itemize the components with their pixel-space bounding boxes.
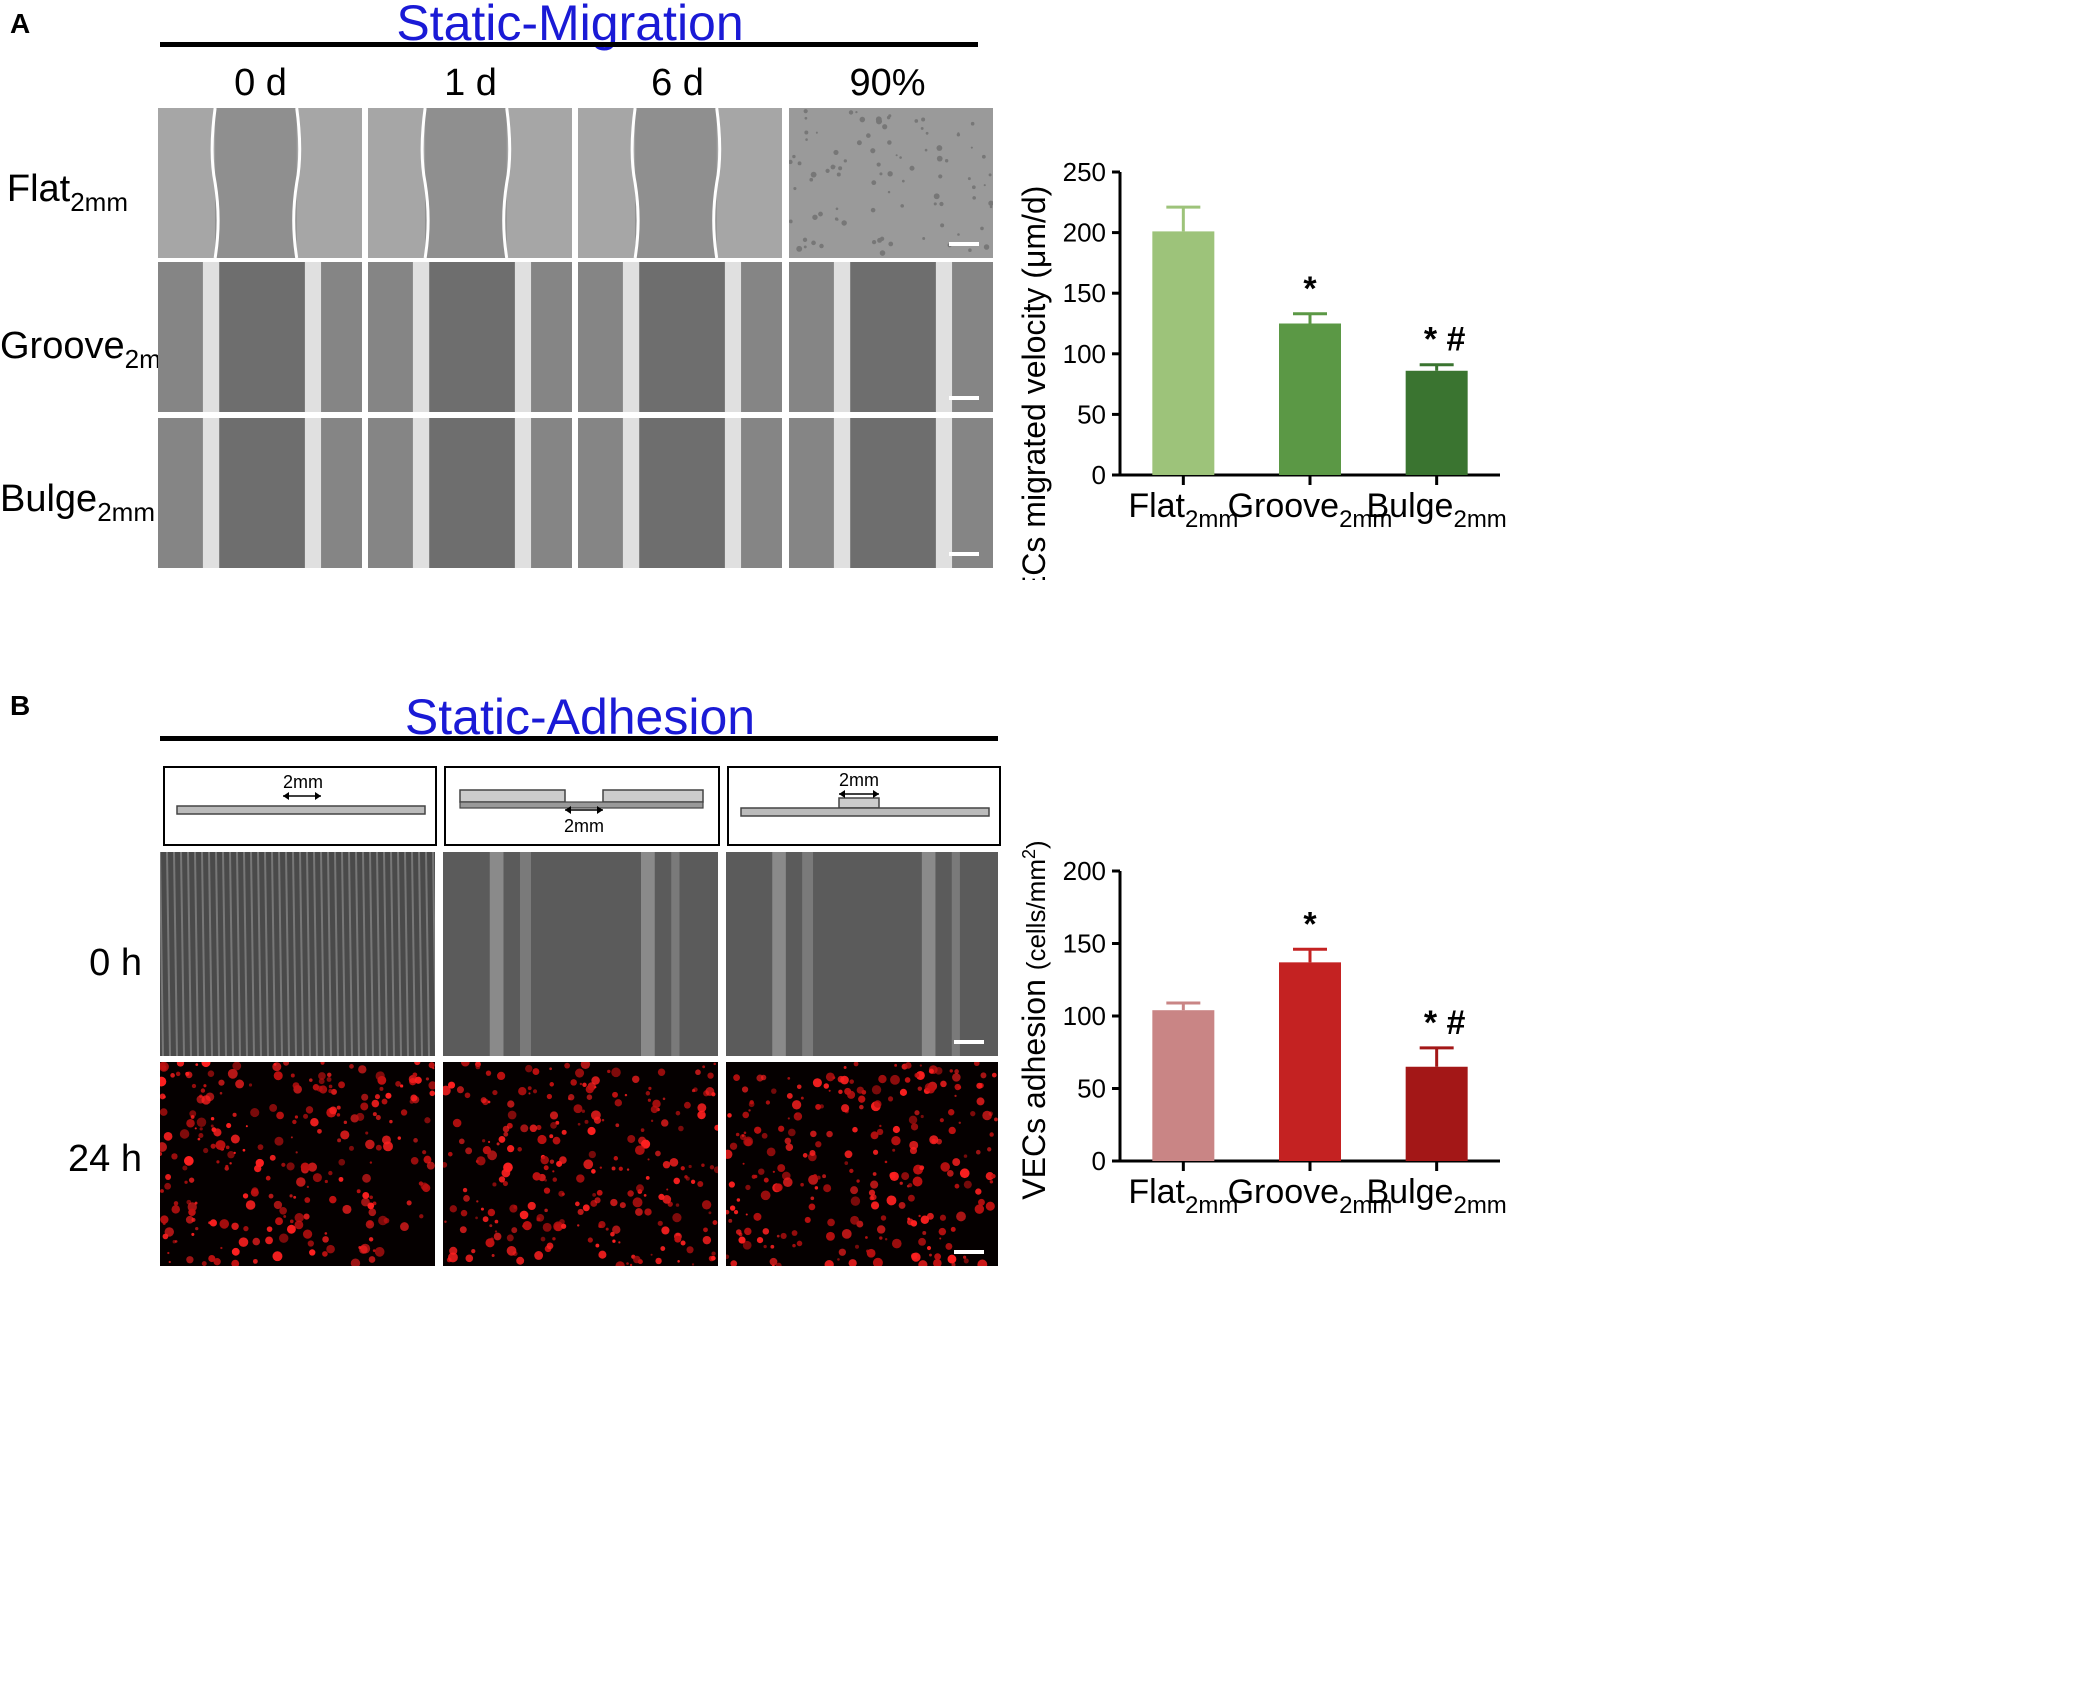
- schematic-bulge-label: 2mm: [839, 770, 879, 790]
- y-tick-label: 50: [1077, 1074, 1106, 1104]
- schematic-groove: 2mm: [444, 766, 720, 846]
- micrograph-bulge-0d: [158, 418, 362, 568]
- bar: [1405, 370, 1468, 475]
- micrograph-flat-0d: [158, 108, 362, 258]
- y-tick-label: 100: [1063, 1001, 1106, 1031]
- y-tick-label: 100: [1063, 339, 1106, 369]
- y-tick-label: 150: [1063, 278, 1106, 308]
- y-tick-label: 50: [1077, 399, 1106, 429]
- y-tick-label: 200: [1063, 218, 1106, 248]
- y-tick-label: 150: [1063, 929, 1106, 959]
- row-label-flat: Flat2mm: [6, 168, 128, 217]
- micrograph-bulge-1d: [368, 418, 572, 568]
- y-tick-label: 200: [1063, 856, 1106, 886]
- micrograph-flat-90pct: [789, 108, 993, 258]
- y-tick-label: 0: [1092, 460, 1106, 490]
- y-tick-label: 250: [1063, 157, 1106, 187]
- x-tick-label: Flat2mm: [1128, 487, 1238, 533]
- col-label-6d: 6 d: [651, 62, 704, 104]
- significance-annotation: * #: [1424, 321, 1466, 359]
- x-tick-label: Flat2mm: [1128, 1173, 1238, 1219]
- col-label-0d: 0 d: [234, 62, 287, 104]
- panel-b-title: Static-Adhesion: [404, 689, 756, 745]
- schematic-flat: 2mm: [163, 766, 437, 846]
- micrograph-0h-flat: [160, 852, 435, 1056]
- micrograph-groove-0d: [158, 262, 362, 412]
- x-tick-label: Groove2mm: [1228, 487, 1393, 533]
- significance-annotation: *: [1303, 905, 1317, 943]
- x-tick-label: Bulge2mm: [1367, 1173, 1507, 1219]
- panel-b-rule: [160, 736, 998, 741]
- row-label-0h: 0 h: [89, 942, 142, 984]
- bar: [1279, 962, 1341, 1161]
- y-axis-label: VECs migrated velocity (μm/d): [1016, 186, 1052, 580]
- micrograph-bulge-6d: [578, 418, 782, 568]
- schematic-bulge: 2mm: [727, 766, 1001, 846]
- micrograph-24h-bulge: [726, 1062, 998, 1266]
- bar: [1152, 1010, 1215, 1161]
- bar: [1405, 1066, 1468, 1161]
- col-label-1d: 1 d: [444, 62, 497, 104]
- row-label-24h: 24 h: [68, 1138, 142, 1180]
- micrograph-groove-1d: [368, 262, 572, 412]
- panel-a-rule: [160, 42, 978, 47]
- micrograph-0h-bulge: [726, 852, 998, 1056]
- micrograph-bulge-90pct: [789, 418, 993, 568]
- micrograph-groove-90pct: [789, 262, 993, 412]
- schematic-flat-label: 2mm: [283, 772, 323, 792]
- bar: [1152, 231, 1215, 475]
- micrograph-flat-6d: [578, 108, 782, 258]
- y-axis-label: VECs adhesion (cells/mm2): [1016, 840, 1052, 1199]
- micrograph-24h-flat: [160, 1062, 435, 1266]
- row-label-groove: Groove2mm: [0, 325, 183, 374]
- row-label-bulge: Bulge2mm: [0, 478, 155, 527]
- significance-annotation: * #: [1424, 1004, 1466, 1042]
- micrograph-groove-6d: [578, 262, 782, 412]
- bar: [1279, 323, 1341, 475]
- micrograph-flat-1d: [368, 108, 572, 258]
- significance-annotation: *: [1303, 270, 1317, 308]
- panel-a-letter: A: [10, 8, 31, 39]
- x-tick-label: Groove2mm: [1228, 1173, 1393, 1219]
- schematic-groove-label: 2mm: [564, 816, 604, 836]
- panel-b-letter: B: [10, 690, 31, 721]
- y-tick-label: 0: [1092, 1146, 1106, 1176]
- x-tick-label: Bulge2mm: [1367, 487, 1507, 533]
- micrograph-0h-groove: [443, 852, 718, 1056]
- micrograph-24h-groove: [443, 1062, 718, 1266]
